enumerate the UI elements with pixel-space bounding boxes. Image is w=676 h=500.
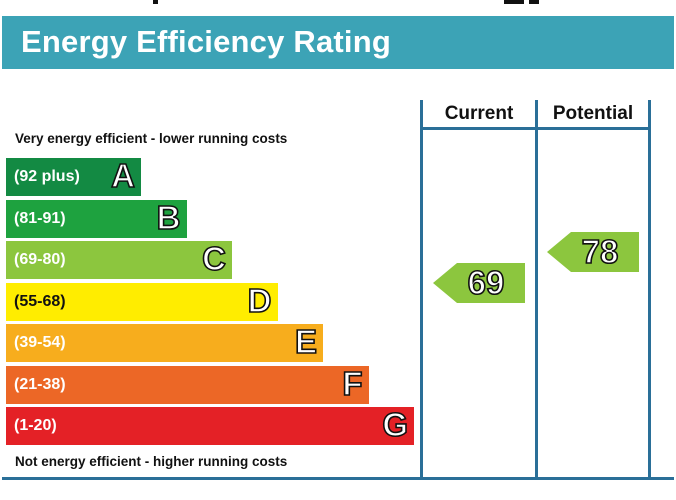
clipped-mark	[529, 0, 539, 4]
column-divider	[535, 100, 538, 480]
column-divider	[420, 100, 423, 480]
band-letter: C	[201, 239, 226, 278]
marker-arrow	[547, 232, 639, 272]
band-c: (69-80) C	[6, 239, 232, 279]
clipped-mark	[504, 0, 524, 4]
band-letter: B	[156, 198, 181, 237]
band-letter: F	[342, 364, 364, 403]
potential-rating-marker: 78	[547, 232, 639, 272]
band-a: (92 plus) A	[6, 156, 141, 196]
band-d: (55-68) D	[6, 281, 278, 321]
marker-arrow	[433, 263, 525, 303]
chart-title: Energy Efficiency Rating	[21, 24, 392, 59]
rating-value: 69	[467, 263, 505, 302]
band-range-label: (1-20)	[14, 417, 57, 434]
marker-arrow-shape	[433, 263, 525, 303]
current-column-header: Current	[444, 103, 514, 124]
top-note: Very energy efficient - lower running co…	[15, 131, 288, 146]
band-letter: E	[294, 322, 318, 361]
band-g: (1-20) G	[6, 405, 414, 445]
band-range-label: (21-38)	[14, 375, 66, 393]
band-letter: D	[247, 281, 272, 320]
band-letter: A	[110, 156, 135, 195]
marker-arrow-shape	[547, 232, 639, 272]
current-rating-marker: 69	[433, 263, 525, 303]
band-range-label: (81-91)	[14, 209, 66, 227]
potential-column-header: Potential	[552, 103, 634, 124]
header-band	[2, 16, 674, 69]
band-range-label: (55-68)	[14, 292, 66, 310]
bottom-rule	[2, 477, 674, 480]
band-letter: G	[382, 405, 409, 444]
band-b: (81-91) B	[6, 198, 187, 238]
band-e: (39-54) E	[6, 322, 323, 362]
column-divider	[648, 100, 651, 480]
band-range-label: (92 plus)	[14, 168, 80, 185]
band-range-label: (69-80)	[14, 251, 66, 268]
clipped-mark	[153, 0, 158, 4]
band-range-label: (39-54)	[14, 334, 66, 351]
band-f: (21-38) F	[6, 364, 369, 404]
header-rule	[420, 127, 651, 130]
rating-value: 78	[581, 232, 619, 271]
bottom-note: Not energy efficient - higher running co…	[15, 454, 288, 469]
